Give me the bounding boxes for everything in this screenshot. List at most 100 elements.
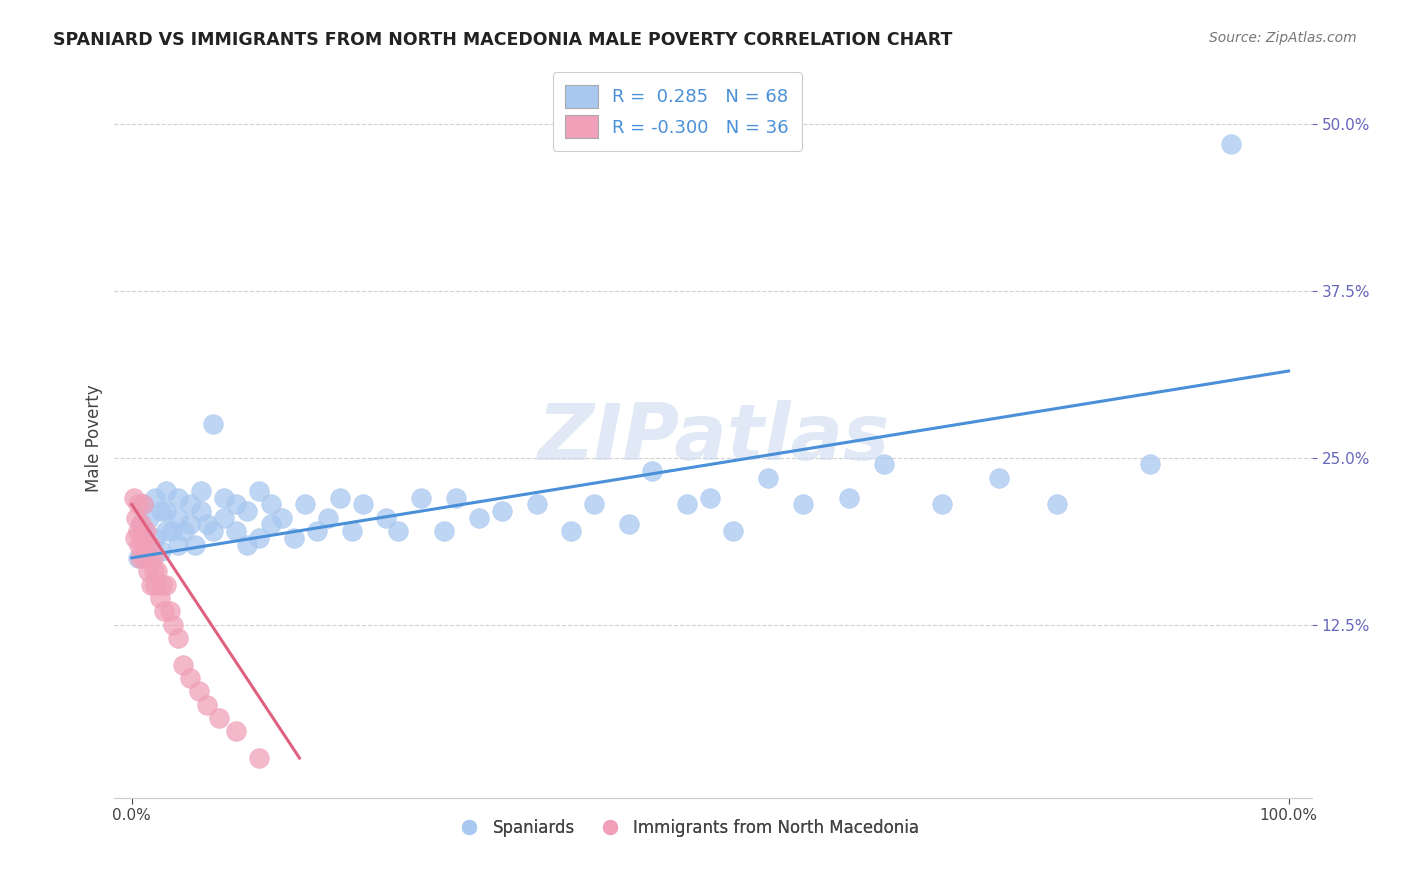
Point bbox=[259, 517, 281, 532]
Point bbox=[225, 524, 247, 538]
Point bbox=[127, 550, 149, 565]
Point bbox=[723, 524, 745, 538]
Point bbox=[132, 537, 155, 551]
Point bbox=[139, 537, 162, 551]
Point bbox=[162, 524, 184, 538]
Text: ZIPatlas: ZIPatlas bbox=[537, 400, 889, 475]
Point bbox=[259, 498, 281, 512]
Point bbox=[375, 511, 398, 525]
Point bbox=[271, 511, 294, 525]
Point bbox=[143, 491, 166, 505]
Point bbox=[167, 631, 190, 645]
Point bbox=[305, 524, 328, 538]
Point bbox=[128, 537, 150, 551]
Point bbox=[247, 484, 270, 499]
Point bbox=[247, 531, 270, 545]
Point bbox=[340, 524, 363, 538]
Point bbox=[150, 577, 173, 591]
Point bbox=[641, 464, 664, 478]
Point bbox=[190, 504, 212, 518]
Point bbox=[143, 531, 166, 545]
Point bbox=[988, 471, 1011, 485]
Point bbox=[444, 491, 467, 505]
Point bbox=[129, 517, 152, 532]
Point bbox=[294, 498, 316, 512]
Point bbox=[387, 524, 409, 538]
Text: SPANIARD VS IMMIGRANTS FROM NORTH MACEDONIA MALE POVERTY CORRELATION CHART: SPANIARD VS IMMIGRANTS FROM NORTH MACEDO… bbox=[53, 31, 953, 49]
Point bbox=[283, 531, 305, 545]
Point bbox=[318, 511, 340, 525]
Point bbox=[173, 524, 195, 538]
Point bbox=[167, 537, 190, 551]
Point bbox=[225, 724, 247, 739]
Point bbox=[1219, 137, 1241, 152]
Point bbox=[838, 491, 860, 505]
Point bbox=[155, 504, 177, 518]
Point bbox=[526, 498, 548, 512]
Point bbox=[127, 498, 149, 512]
Point bbox=[149, 504, 172, 518]
Point bbox=[167, 511, 190, 525]
Point bbox=[155, 524, 177, 538]
Point bbox=[172, 657, 194, 672]
Point bbox=[792, 498, 814, 512]
Point bbox=[179, 517, 201, 532]
Point bbox=[128, 550, 150, 565]
Point bbox=[433, 524, 456, 538]
Point bbox=[138, 550, 160, 565]
Point bbox=[138, 537, 160, 551]
Point bbox=[135, 524, 157, 538]
Point bbox=[184, 537, 207, 551]
Point bbox=[195, 517, 218, 532]
Point bbox=[138, 511, 160, 525]
Text: Source: ZipAtlas.com: Source: ZipAtlas.com bbox=[1209, 31, 1357, 45]
Point bbox=[162, 617, 184, 632]
Point bbox=[148, 591, 170, 605]
Point bbox=[127, 524, 149, 538]
Point bbox=[1046, 498, 1069, 512]
Point bbox=[247, 751, 270, 765]
Point bbox=[141, 577, 163, 591]
Point bbox=[146, 564, 169, 578]
Point bbox=[214, 491, 236, 505]
Point bbox=[195, 698, 218, 712]
Point bbox=[135, 537, 157, 551]
Point bbox=[132, 498, 155, 512]
Y-axis label: Male Poverty: Male Poverty bbox=[86, 384, 103, 491]
Point bbox=[149, 544, 172, 558]
Point bbox=[129, 517, 152, 532]
Point bbox=[124, 531, 146, 545]
Point bbox=[131, 531, 153, 545]
Point bbox=[236, 537, 259, 551]
Point bbox=[159, 604, 181, 618]
Point bbox=[132, 524, 155, 538]
Point bbox=[187, 684, 209, 698]
Point bbox=[142, 550, 165, 565]
Point bbox=[136, 564, 159, 578]
Point bbox=[207, 711, 229, 725]
Point bbox=[699, 491, 721, 505]
Point bbox=[329, 491, 352, 505]
Point bbox=[134, 550, 156, 565]
Point bbox=[873, 458, 896, 472]
Point bbox=[143, 577, 166, 591]
Point bbox=[201, 417, 224, 432]
Point bbox=[153, 604, 176, 618]
Point bbox=[617, 517, 640, 532]
Point bbox=[468, 511, 491, 525]
Point bbox=[132, 498, 155, 512]
Point bbox=[201, 524, 224, 538]
Point bbox=[1139, 458, 1161, 472]
Point bbox=[352, 498, 374, 512]
Point bbox=[560, 524, 582, 538]
Point bbox=[179, 498, 201, 512]
Point bbox=[756, 471, 779, 485]
Point bbox=[583, 498, 606, 512]
Point bbox=[676, 498, 699, 512]
Point bbox=[179, 671, 201, 685]
Point bbox=[167, 491, 190, 505]
Legend: Spaniards, Immigrants from North Macedonia: Spaniards, Immigrants from North Macedon… bbox=[453, 813, 925, 844]
Point bbox=[155, 484, 177, 499]
Point bbox=[190, 484, 212, 499]
Point bbox=[125, 511, 148, 525]
